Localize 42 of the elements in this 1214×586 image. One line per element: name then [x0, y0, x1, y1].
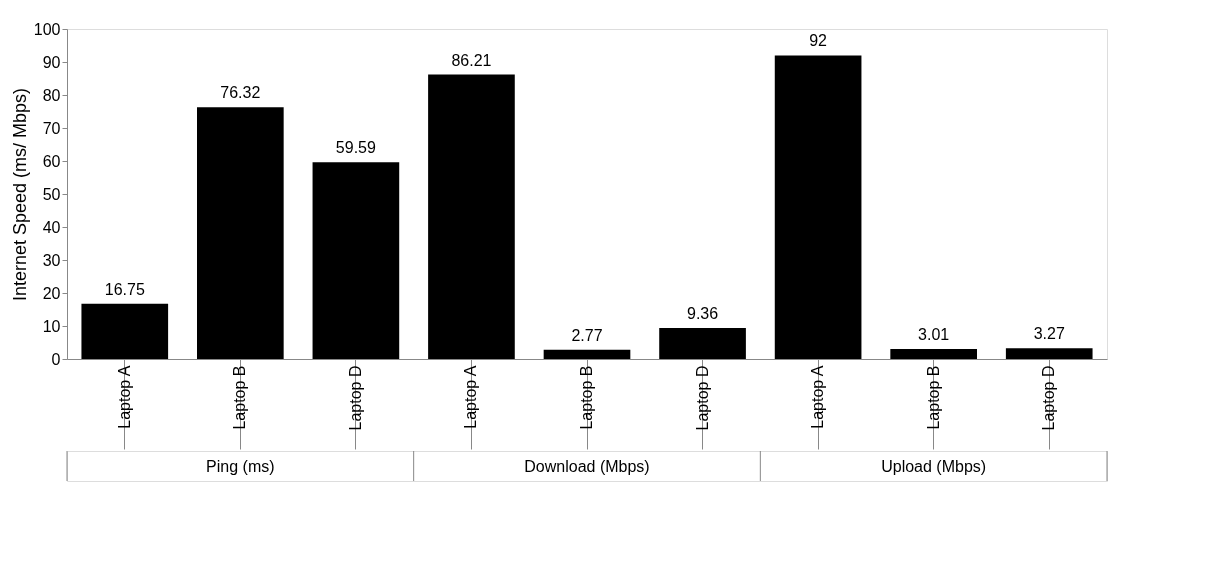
text: Upload (Mbps) — [881, 458, 987, 475]
y-tick-label: 50 — [42, 185, 61, 203]
data-label: 92 — [809, 32, 828, 50]
y-tick-label: 10 — [42, 317, 61, 335]
bar — [81, 303, 169, 359]
bar — [774, 55, 862, 359]
data-label: 2.77 — [571, 326, 603, 344]
x-tick-label: Laptop A — [809, 365, 827, 429]
x-tick-label: Laptop D — [346, 365, 364, 431]
y-tick-label: 90 — [42, 53, 61, 71]
y-tick-label: 80 — [42, 86, 61, 104]
data-label: 59.59 — [335, 139, 377, 157]
bar — [659, 328, 746, 359]
y-tick-label: 100 — [33, 20, 61, 38]
bar — [543, 349, 631, 359]
y-tick-label: 60 — [42, 152, 61, 170]
x-tick-label: Laptop A — [462, 365, 480, 429]
x-tick-label: Laptop B — [578, 365, 595, 430]
text: Download (Mbps) — [524, 458, 650, 475]
text: Ping (ms) — [206, 458, 275, 475]
bar — [1005, 348, 1093, 359]
data-label: 3.27 — [1033, 325, 1065, 343]
bar — [197, 107, 284, 359]
y-tick-label: 30 — [42, 251, 61, 269]
x-tick-label: Laptop D — [693, 365, 711, 431]
data-label: 76.32 — [220, 84, 261, 102]
x-tick-label: Laptop B — [924, 365, 942, 430]
y-tick-label: 40 — [42, 218, 61, 236]
y-axis-title: Internet Speed (ms/ Mbps) — [9, 87, 30, 302]
x-tick-label: Laptop D — [1040, 365, 1058, 431]
bar — [428, 74, 515, 359]
y-tick-label: 70 — [42, 119, 61, 137]
y-tick-label: 0 — [51, 350, 61, 368]
bar — [890, 349, 977, 359]
y-tick-label: 20 — [42, 284, 61, 302]
data-label: 3.01 — [918, 326, 950, 344]
x-tick-label: Laptop B — [231, 365, 249, 430]
bar — [312, 162, 400, 359]
x-tick-label: Laptop A — [115, 365, 133, 429]
data-label: 16.75 — [104, 280, 145, 298]
data-label: 86.21 — [451, 51, 492, 69]
data-label: 9.36 — [686, 305, 719, 323]
